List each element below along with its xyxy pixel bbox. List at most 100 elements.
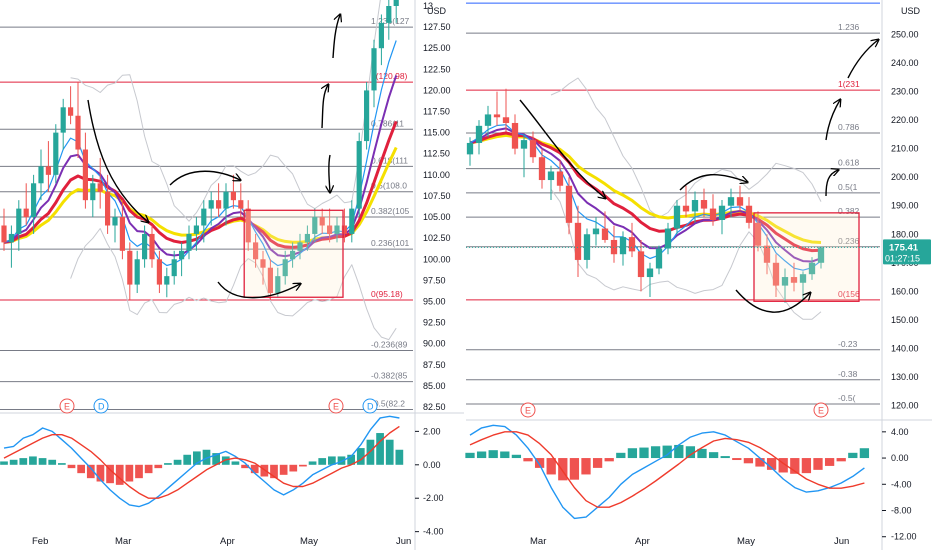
event-marker-text: D: [367, 402, 374, 412]
candle-body: [386, 6, 392, 23]
candle-body: [646, 268, 654, 278]
candle-body: [171, 259, 177, 277]
candle-body: [82, 149, 88, 201]
fib-level-label: 1(120.98): [371, 71, 408, 81]
candle-body: [312, 217, 318, 234]
fib-level-label: 0(156: [838, 289, 860, 299]
drawing-overlay: [87, 15, 878, 313]
bollinger-lower-band: [70, 228, 397, 341]
candle-body: [475, 125, 483, 143]
time-axis-label: Apr: [220, 536, 235, 547]
candle-body: [186, 233, 192, 251]
macd-histogram-bar: [685, 446, 696, 459]
price-axis-tick: 87.50: [423, 360, 446, 370]
fib-level-label: 0.786: [838, 122, 860, 132]
candle-body: [208, 200, 214, 209]
candle-body: [334, 225, 340, 234]
trend-arrow: [322, 85, 328, 129]
candle-body: [700, 200, 708, 209]
macd-histogram-bar: [697, 448, 707, 459]
macd-histogram-bar: [488, 450, 498, 459]
candle-body: [60, 107, 66, 133]
fib-level-label: -0.38: [838, 369, 858, 379]
candle-body: [223, 191, 229, 209]
candle-body: [193, 225, 199, 234]
candle-body: [282, 259, 288, 277]
bollinger-upper-band: [70, 0, 381, 222]
macd-histogram-bar: [356, 448, 365, 465]
macd-histogram-bar: [569, 458, 580, 480]
candle-body: [260, 259, 266, 268]
candle-body: [745, 205, 753, 223]
candle-body: [297, 242, 303, 251]
macd-histogram-bar: [337, 456, 346, 465]
candle-body: [16, 208, 22, 234]
macd-histogram-bar: [0, 461, 8, 465]
candle-body: [655, 248, 663, 269]
annotation-box: [753, 212, 860, 302]
candle-body: [628, 237, 636, 252]
fib-level-label: 0.786(11: [371, 118, 404, 128]
candle-body: [718, 205, 726, 220]
candle-body: [547, 171, 555, 181]
candle-body: [574, 222, 582, 260]
fib-level-label: 0.236: [838, 236, 860, 246]
price-axis-tick: 200.00: [891, 172, 919, 182]
macd-histogram-bar: [173, 459, 182, 465]
macd-histogram-bar: [558, 458, 568, 481]
macd-histogram-bar: [135, 464, 143, 479]
candle-body: [556, 171, 564, 186]
candle-body: [267, 267, 273, 294]
candle-body: [356, 141, 362, 209]
macd-histogram-bar: [627, 448, 638, 459]
time-axis-label: May: [300, 536, 318, 547]
candle-body: [127, 250, 133, 285]
trend-arrow: [329, 154, 330, 192]
candle-body: [275, 276, 281, 294]
candle-body: [23, 208, 29, 218]
osc-axis-label: 4.00: [891, 427, 909, 437]
macd-histogram-bar: [592, 458, 603, 468]
candle-body: [156, 259, 162, 285]
earnings-marker[interactable]: [520, 402, 536, 418]
candle-body: [179, 250, 185, 260]
macd-histogram-bar: [766, 458, 777, 470]
macd-histogram-bar: [29, 456, 37, 465]
candle-body: [253, 242, 259, 260]
currency-label: USD: [427, 6, 447, 16]
earnings-marker[interactable]: [328, 398, 344, 414]
macd-histogram-bar: [19, 458, 28, 465]
candle-body: [538, 157, 546, 181]
macd-histogram-bar: [328, 456, 336, 465]
dividend-marker[interactable]: [93, 398, 109, 414]
earnings-marker[interactable]: [59, 398, 75, 414]
fib-level-label: 1(231: [838, 79, 860, 89]
candle-body: [134, 259, 140, 285]
price-axis-tick: 127.50: [423, 22, 451, 32]
earnings-marker[interactable]: [813, 402, 829, 418]
macd-histogram-bar: [523, 458, 533, 462]
candle-body: [808, 262, 816, 275]
macd-histogram-bar: [299, 464, 307, 467]
price-axis-tick: 230.00: [891, 87, 919, 97]
dividend-marker[interactable]: [362, 398, 378, 414]
trend-arrow: [679, 173, 747, 191]
moving-average-purple: [3, 75, 398, 258]
macd-histogram-bar: [790, 458, 800, 474]
time-axis-label: May: [737, 536, 755, 547]
price-axis-tick: 190.00: [891, 201, 919, 211]
candle-body: [349, 208, 355, 234]
candle-body: [799, 274, 807, 283]
candle-body: [45, 166, 51, 175]
price-axis-tick: 92.50: [423, 318, 446, 328]
macd-histogram-bar: [250, 464, 259, 474]
trend-arrow: [847, 40, 878, 79]
fib-level-label: 0.382: [838, 206, 860, 216]
price-axis-tick: 105.00: [423, 212, 451, 222]
candle-body: [97, 183, 103, 192]
macd-histogram-bar: [38, 458, 47, 465]
macd-line: [469, 424, 865, 520]
osc-axis-label: -4.00: [423, 527, 444, 537]
price-axis-tick: 240.00: [891, 58, 919, 68]
price-axis-tick: 250.00: [891, 30, 919, 40]
